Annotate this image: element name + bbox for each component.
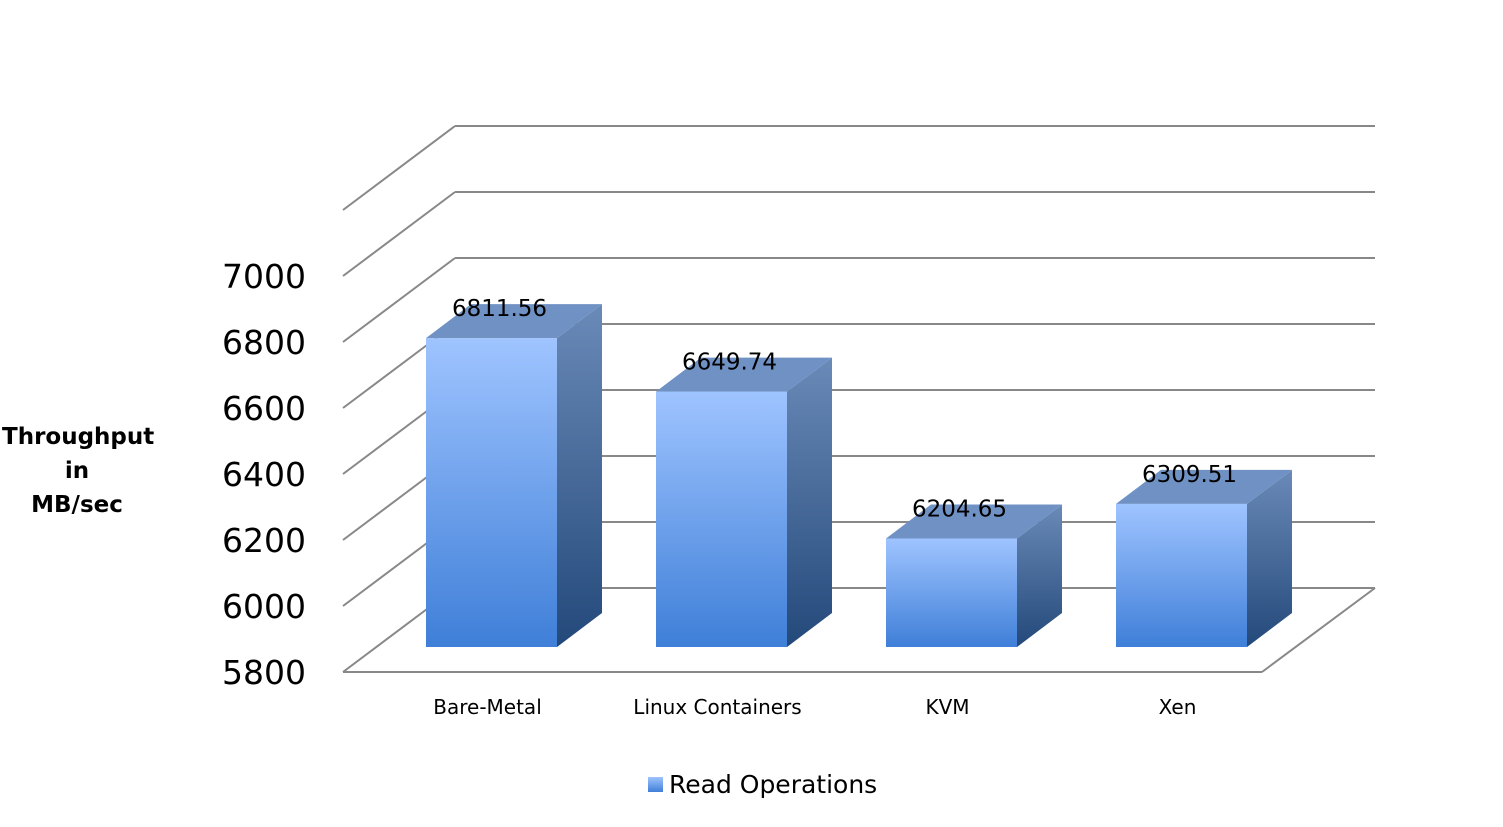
legend-label: Read Operations [669,770,878,799]
bar-side [1017,504,1062,647]
gridline-diagonal [342,191,456,277]
bar-front [1116,503,1247,647]
y-tick-label: 6600 [222,389,306,428]
bar-front [426,338,557,647]
legend: Read Operations [648,770,877,799]
y-axis-label: Throughput in MB/sec [2,420,155,522]
bar-top [1116,469,1292,504]
gridline-diagonal [342,125,456,211]
x-category-label: KVM [925,695,969,719]
gridline-diagonal [342,257,456,343]
y-axis-label-line: in [64,458,90,484]
bar-top [656,357,832,392]
floor-edge [1261,587,1376,673]
bar-value-label: 6811.56 [452,296,547,322]
y-axis-label-line: MB/sec [31,492,123,518]
bars: 6811.56 6649.74 6204.65 6309.51 [426,296,1292,647]
bar-side [557,304,602,647]
bar-front [656,391,787,647]
y-tick-label: 6200 [222,521,306,560]
bar-top [426,304,602,339]
y-tick-label: 6400 [222,455,306,494]
legend-swatch [648,777,663,792]
x-category-label: Xen [1159,695,1197,719]
gridlines [342,125,1376,673]
bar-side [787,357,832,647]
x-category-label: Bare-Metal [433,695,542,719]
y-axis-label-line: Throughput [2,424,155,450]
bar-top [886,504,1062,539]
bar-value-label: 6204.65 [912,496,1007,522]
bar-front [886,538,1017,647]
x-axis-categories: Bare-Metal Linux Containers KVM Xen [433,695,1196,719]
bar-side [1247,469,1292,647]
y-tick-label: 5800 [222,653,306,692]
y-tick-label: 7000 [222,257,306,296]
y-axis-ticks: 5800 6000 6200 6400 6600 6800 7000 [222,257,306,692]
bar-value-label: 6649.74 [682,350,777,376]
bar-value-label: 6309.51 [1142,462,1237,488]
y-tick-label: 6800 [222,323,306,362]
y-tick-label: 6000 [222,587,306,626]
x-category-label: Linux Containers [633,695,801,719]
